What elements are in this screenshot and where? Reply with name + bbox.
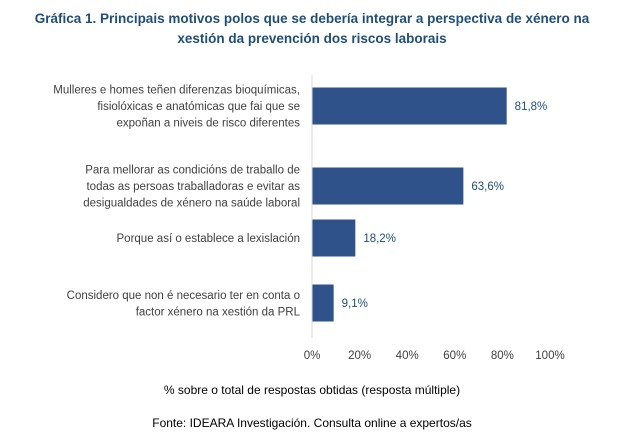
category-label-1-line-3: expoñan a niveis de risco diferentes [117, 118, 301, 130]
category-label-2-line-3: desigualdades de xénero na saúde laboral [83, 198, 300, 210]
category-label-3-line-1: Porque así o establece a lexislación [117, 233, 300, 245]
category-label-1-line-1: Mulleres e homes teñen diferenzas bioquí… [53, 85, 300, 97]
chart-title: Gráfica 1. Principais motivos polos que … [0, 9, 624, 49]
category-label-4: Considero que non é necesario ter en con… [67, 290, 301, 319]
x-tick-label-100: 100% [535, 350, 564, 362]
category-label-4-line-2: factor xénero na xestión da PRL [136, 306, 301, 318]
x-tick-label-40: 40% [396, 350, 419, 362]
category-label-1-line-2: fisiolóxicas e anatómicas que fai que se [97, 101, 300, 113]
x-tick-label-80: 80% [491, 350, 514, 362]
category-label-3: Porque así o establece a lexislación [117, 233, 300, 245]
bar-2 [312, 167, 464, 205]
value-label-2: 63,6% [471, 181, 504, 193]
chart-title-line-2: xestión da prevención dos riscos laborai… [177, 31, 447, 46]
chart-title-line-1: Gráfica 1. Principais motivos polos que … [34, 11, 590, 26]
source-note: Fonte: IDEARA Investigación. Consulta on… [152, 416, 472, 430]
bar-4 [312, 284, 334, 322]
x-tick-label-60: 60% [443, 350, 466, 362]
x-tick-label-0: 0% [304, 350, 321, 362]
x-tick-label-20: 20% [348, 350, 371, 362]
value-label-4: 9,1% [342, 298, 368, 310]
bars-layer [312, 87, 507, 322]
category-label-2: Para mellorar as condicións de traballo … [83, 165, 300, 210]
bar-3 [312, 219, 356, 257]
value-label-1: 81,8% [515, 101, 548, 113]
category-label-4-line-1: Considero que non é necesario ter en con… [67, 290, 300, 302]
category-label-2-line-2: todas as persoas traballadoras e evitar … [86, 181, 300, 193]
category-label-2-line-1: Para mellorar as condicións de traballo … [85, 165, 300, 177]
x-axis-label: % sobre o total de respostas obtidas (re… [163, 383, 461, 397]
category-label-1: Mulleres e homes teñen diferenzas bioquí… [53, 85, 300, 130]
value-label-3: 18,2% [363, 233, 396, 245]
bar-1 [312, 87, 507, 125]
labels-layer: 81,8% Mulleres e homes teñen diferenzas b… [53, 85, 564, 363]
